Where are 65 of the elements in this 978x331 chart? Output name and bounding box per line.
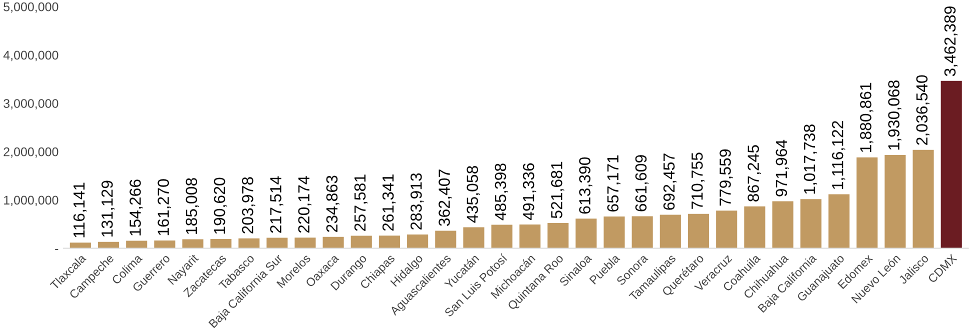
bar: [828, 194, 850, 248]
data-label: 220,174: [298, 176, 312, 233]
data-label: 491,336: [522, 163, 536, 220]
bar: [519, 224, 540, 248]
bar: [378, 236, 400, 248]
data-label: 867,245: [748, 145, 761, 202]
data-label: 2,036,540: [916, 75, 930, 145]
bar: [210, 239, 232, 248]
data-label: 3,462,389: [944, 6, 958, 76]
bar: [238, 238, 260, 248]
y-tick-label: 4,000,000: [3, 50, 58, 62]
data-label: 283,913: [410, 173, 424, 230]
data-label: 692,457: [663, 154, 677, 210]
data-label: 161,270: [158, 179, 171, 236]
bar: [266, 238, 288, 248]
bar: [548, 223, 569, 248]
y-tick-label: 5,000,000: [4, 2, 58, 13]
data-label: 203,978: [242, 177, 256, 234]
data-label: 1,930,068: [888, 80, 902, 150]
data-label: 1,017,738: [804, 124, 818, 194]
bar: [856, 157, 878, 248]
data-label: 779,559: [720, 149, 733, 206]
y-tick-label: 2,000,000: [4, 147, 58, 158]
data-label: 657,171: [607, 155, 620, 212]
data-label: 185,008: [186, 178, 199, 234]
y-tick-label: -: [55, 248, 58, 250]
data-label: 190,620: [214, 178, 228, 234]
bar: [604, 216, 625, 248]
bar: [322, 236, 344, 248]
data-label: 435,058: [466, 166, 480, 223]
data-label: 257,581: [354, 174, 368, 231]
data-label: 116,141: [73, 182, 87, 238]
bar: [912, 150, 934, 248]
bar: [716, 210, 738, 248]
bar: [632, 216, 653, 248]
bar: [744, 206, 766, 248]
bar: [772, 201, 794, 248]
bar: [435, 230, 456, 248]
data-label: 971,964: [776, 140, 789, 196]
data-label: 154,266: [130, 180, 143, 236]
bar: [350, 236, 372, 248]
data-label: 362,407: [438, 170, 452, 226]
data-label: 710,755: [691, 152, 705, 209]
bar: [407, 234, 428, 248]
data-label: 485,398: [494, 164, 508, 220]
y-tick-label: 3,000,000: [4, 99, 58, 110]
bar: [940, 80, 962, 248]
bar: [294, 238, 316, 248]
bar: [576, 218, 597, 248]
data-label: 661,609: [635, 155, 648, 212]
bar: [660, 214, 681, 248]
data-label: 261,341: [382, 174, 396, 231]
bar: [688, 214, 710, 248]
data-label: 1,880,861: [860, 82, 874, 152]
data-label: 131,129: [102, 180, 115, 237]
data-label: 1,116,122: [832, 121, 846, 189]
bar: [800, 199, 822, 248]
data-label: 613,390: [579, 157, 592, 214]
bar: [491, 224, 512, 248]
data-label: 521,681: [551, 162, 564, 218]
bar: [884, 154, 906, 248]
bar: [463, 227, 484, 248]
data-label: 217,514: [270, 176, 284, 233]
y-tick-label: 1,000,000: [4, 196, 58, 206]
data-label: 234,863: [326, 176, 340, 232]
